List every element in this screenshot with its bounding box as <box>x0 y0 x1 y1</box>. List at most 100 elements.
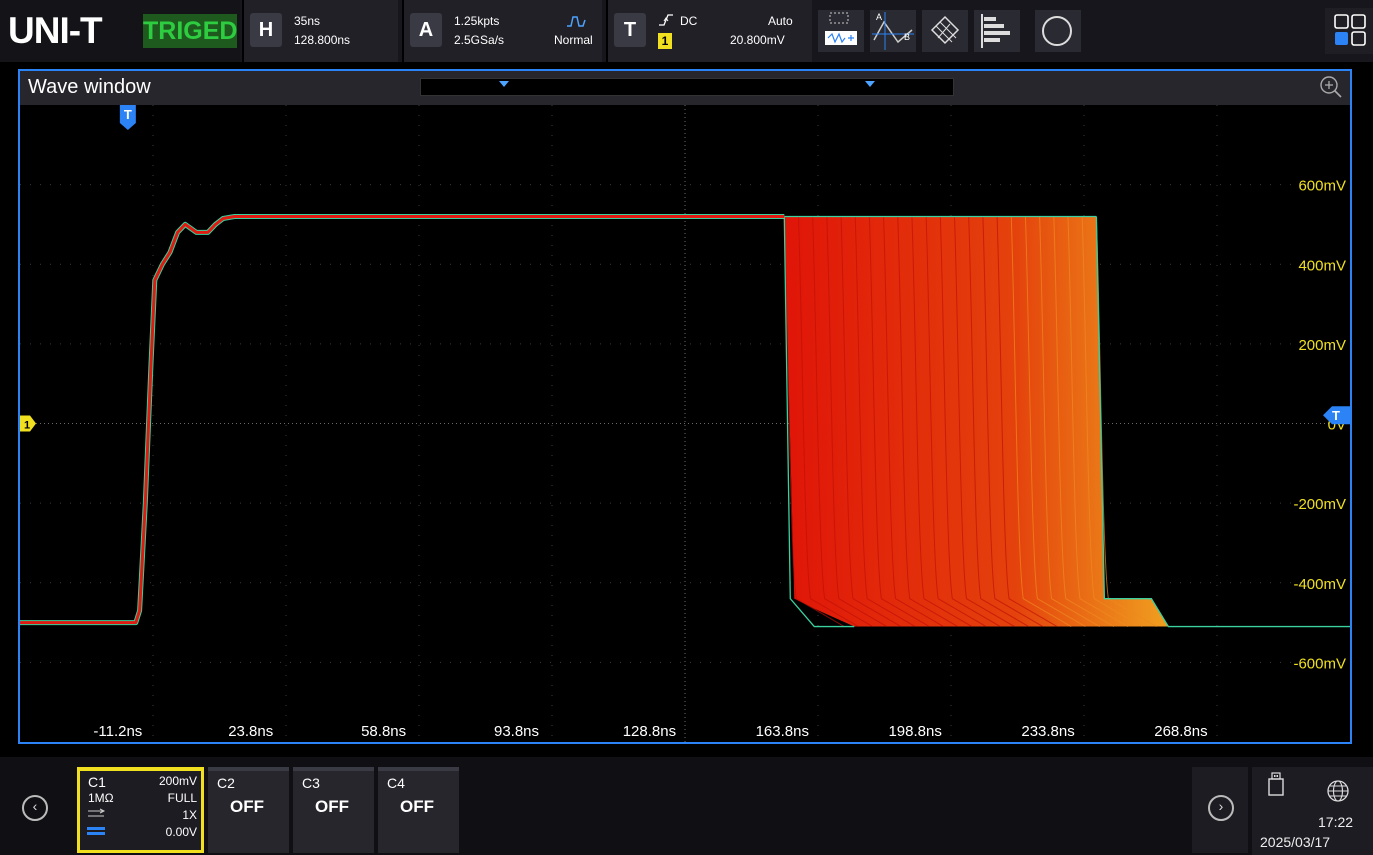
scroll-left-button[interactable]: ‹ <box>22 795 48 821</box>
channel-4-tab[interactable]: C4 OFF <box>378 767 459 853</box>
y-axis-label: -200mV <box>1293 496 1346 513</box>
y-axis-label: -400mV <box>1293 576 1346 593</box>
persistence-edge <box>840 216 902 627</box>
persistence-edge <box>1053 216 1115 627</box>
x-axis-label: 58.8ns <box>361 723 406 740</box>
horizontal-settings[interactable]: H 35ns 128.800ns <box>242 0 398 62</box>
offset-icon <box>87 827 105 835</box>
chevron-right-icon: › <box>1218 798 1224 814</box>
zoom-icon[interactable] <box>1318 74 1344 100</box>
trigger-level-marker-label: T <box>1332 408 1340 423</box>
usb-storage-icon[interactable] <box>1266 771 1286 797</box>
persistence-fill <box>784 216 1169 627</box>
screen-memory-marker <box>865 81 875 87</box>
math-button[interactable] <box>922 10 968 52</box>
channel-3-tab[interactable]: C3 OFF <box>293 767 374 853</box>
persistence-edge <box>1067 216 1129 627</box>
memory-markers <box>499 81 875 87</box>
horizontal-position-value: 128.800ns <box>294 33 351 47</box>
channel-1-offset: 0.00V <box>165 825 197 839</box>
app-menu-button[interactable] <box>1325 8 1373 54</box>
channel-3-name: C3 <box>302 775 320 791</box>
persistence-edge <box>897 216 959 627</box>
x-axis-label: 163.8ns <box>756 723 809 740</box>
svg-text:A: A <box>876 12 882 22</box>
trace-glow <box>20 214 785 626</box>
cursor-ab-icon: A B <box>872 12 914 50</box>
auto-measure-button[interactable] <box>818 10 864 52</box>
scroll-right-button[interactable]: › <box>1208 795 1234 821</box>
wave-window[interactable]: Wave window 600mV 400mV 200mV 0V -200mV -400m… <box>18 69 1352 744</box>
acquire-settings[interactable]: A 1.25kpts 2.5GSa/s Normal <box>402 0 602 62</box>
channel-2-tab[interactable]: C2 OFF <box>208 767 289 853</box>
bottom-channel-bar: ‹ C1 200mV 1MΩ FULL 1X 0.00V C2 OFF C3 O… <box>0 757 1373 855</box>
x-axis-label: -11.2ns <box>93 723 142 740</box>
channel-3-state: OFF <box>315 797 349 816</box>
persistence-edge <box>1024 216 1086 627</box>
channel-1-ground-marker <box>20 415 36 432</box>
brand-logo: UNI-T <box>8 10 103 51</box>
channel-1-tab[interactable]: C1 200mV 1MΩ FULL 1X 0.00V <box>77 767 204 853</box>
trigger-level-value: 20.800mV <box>730 33 785 47</box>
graticule <box>20 105 1350 742</box>
persistence-edge <box>1095 216 1157 627</box>
trigger-settings[interactable]: T DC Auto 1 20.800mV <box>606 0 812 62</box>
svg-text:B: B <box>904 32 910 42</box>
trigger-coupling-value: DC <box>680 14 698 28</box>
trigger-source-badge: 1 <box>658 33 672 49</box>
horizontal-key[interactable]: H <box>250 13 282 47</box>
brand-logo-area: UNI-T TRIGED <box>0 0 240 62</box>
sample-rate-value: 2.5GSa/s <box>454 33 505 47</box>
persistence-band <box>783 215 1350 628</box>
persistence-edge <box>954 216 1015 627</box>
channel-4-state: OFF <box>400 797 434 816</box>
waveform-trace <box>20 214 785 626</box>
search-circle-icon <box>1042 16 1072 46</box>
x-axis-labels: -11.2ns 23.8ns 58.8ns 93.8ns 128.8ns 163.8ns 1… <box>93 723 1207 740</box>
timebase-value: 35ns <box>294 14 321 28</box>
persistence-edge <box>996 216 1058 627</box>
acquire-mode-icon <box>567 16 586 27</box>
persistence-edge <box>968 216 1029 627</box>
persistence-edge <box>883 216 944 627</box>
rising-edge-icon <box>659 14 673 26</box>
late-edge-outline <box>1095 216 1350 628</box>
channel-2-name: C2 <box>217 775 235 791</box>
measure-window-icon <box>825 12 857 45</box>
acquire-key[interactable]: A <box>410 13 442 47</box>
trigger-position-marker <box>119 105 136 130</box>
top-status-bar: UNI-T TRIGED H 35ns 128.800ns A 1.25kpts… <box>0 0 1373 62</box>
trigger-sweep-value: Auto <box>768 14 793 28</box>
x-axis-label: 233.8ns <box>1021 723 1074 740</box>
network-globe-icon[interactable] <box>1326 779 1350 803</box>
persistence-edge <box>826 216 888 627</box>
x-axis-label: 268.8ns <box>1154 723 1207 740</box>
cursor-button[interactable]: A B <box>870 10 916 52</box>
persistence-edge <box>854 216 916 627</box>
chevron-left-icon: ‹ <box>32 798 38 814</box>
x-axis-label: 23.8ns <box>228 723 273 740</box>
persistence-edge <box>939 216 1001 627</box>
memory-position-bar[interactable] <box>420 78 954 96</box>
early-edge-outline <box>783 216 855 628</box>
persistence-edge <box>868 216 930 627</box>
display-menu-button[interactable] <box>974 10 1020 52</box>
y-axis-label: 200mV <box>1298 337 1346 354</box>
trigger-key[interactable]: T <box>614 13 646 47</box>
search-button[interactable] <box>1035 10 1081 52</box>
wave-window-title: Wave window <box>28 76 151 98</box>
app-grid-icon <box>1334 14 1366 46</box>
channel-2-state: OFF <box>230 797 264 816</box>
trigger-position-marker-label: T <box>124 107 132 122</box>
persistence-edge <box>797 216 859 627</box>
scroll-right-area: › <box>1192 767 1248 853</box>
trace-line <box>20 215 785 625</box>
channel-1-bandwidth: FULL <box>167 791 197 805</box>
trigger-memory-marker <box>499 81 509 87</box>
channel-4-name: C4 <box>387 775 405 791</box>
wave-window-header: Wave window <box>20 71 1350 105</box>
trigger-level-marker <box>1323 406 1350 425</box>
